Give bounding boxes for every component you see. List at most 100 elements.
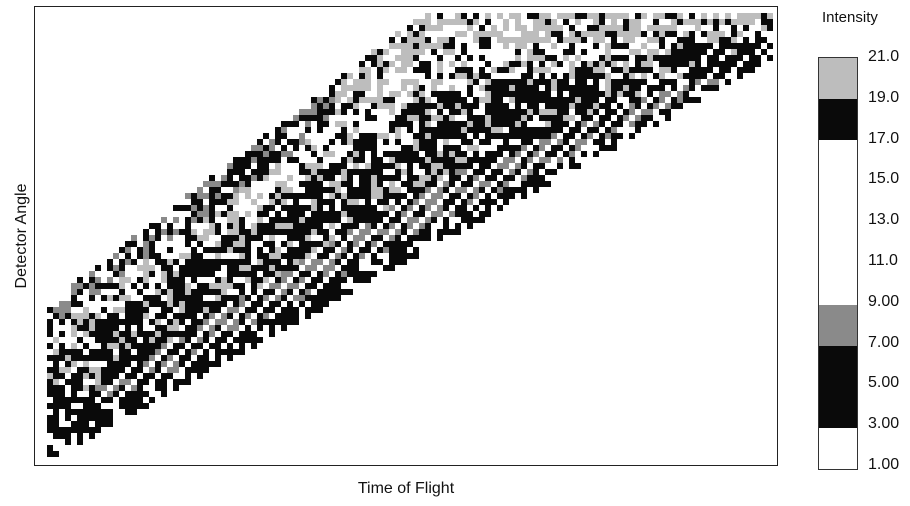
colorbar-tick-label: 5.00: [868, 374, 900, 392]
heatmap-cell: [149, 271, 155, 277]
heatmap-cell: [431, 79, 437, 85]
heatmap-cell: [761, 61, 767, 67]
heatmap-cell: [575, 157, 581, 163]
heatmap-cell: [269, 217, 275, 223]
heatmap-cell: [581, 49, 587, 55]
heatmap-cell: [473, 19, 479, 25]
heatmap-cell: [185, 307, 191, 313]
heatmap-cell: [269, 157, 275, 163]
heatmap-cell: [287, 265, 293, 271]
heatmap-cell: [503, 55, 509, 61]
heatmap-cell: [389, 139, 395, 145]
heatmap-cell: [245, 259, 251, 265]
colorbar-segment: [819, 345, 857, 428]
heatmap-cell: [431, 13, 437, 19]
heatmap-cell: [257, 139, 263, 145]
heatmap-cell: [563, 85, 569, 91]
heatmap-cell: [251, 265, 257, 271]
heatmap-cell: [533, 61, 539, 67]
heatmap-cell: [95, 427, 101, 433]
heatmap-cell: [593, 25, 599, 31]
heatmap-cell: [593, 103, 599, 109]
heatmap-cell: [503, 61, 509, 67]
heatmap-cell: [377, 115, 383, 121]
heatmap-cell: [665, 79, 671, 85]
heatmap-cell: [221, 187, 227, 193]
heatmap-cell: [341, 79, 347, 85]
heatmap-cell: [569, 151, 575, 157]
heatmap-cell: [185, 349, 191, 355]
heatmap-cell: [113, 337, 119, 343]
heatmap-cell: [533, 13, 539, 19]
heatmap-cell: [341, 187, 347, 193]
heatmap-cell: [695, 37, 701, 43]
heatmap-cell: [653, 61, 659, 67]
heatmap-cell: [743, 13, 749, 19]
heatmap-cell: [77, 409, 83, 415]
heatmap-cell: [431, 133, 437, 139]
heatmap-cell: [503, 187, 509, 193]
heatmap-cell: [59, 445, 65, 451]
heatmap-cell: [581, 67, 587, 73]
heatmap-cell: [359, 223, 365, 229]
heatmap-cell: [203, 295, 209, 301]
heatmap-cell: [539, 79, 545, 85]
heatmap-cell: [629, 127, 635, 133]
heatmap-cell: [461, 91, 467, 97]
heatmap-cell: [473, 85, 479, 91]
heatmap-cell: [653, 121, 659, 127]
heatmap-cell: [359, 121, 365, 127]
heatmap-cell: [299, 229, 305, 235]
heatmap-cell: [383, 139, 389, 145]
heatmap-cell: [221, 205, 227, 211]
heatmap-cell: [371, 121, 377, 127]
heatmap-cell: [299, 259, 305, 265]
heatmap-cell: [287, 313, 293, 319]
heatmap-cell: [467, 115, 473, 121]
heatmap-cell: [395, 181, 401, 187]
heatmap-cell: [437, 217, 443, 223]
heatmap-cell: [761, 49, 767, 55]
heatmap-cell: [401, 55, 407, 61]
heatmap-cell: [293, 223, 299, 229]
heatmap-cell: [593, 145, 599, 151]
heatmap-cell: [197, 259, 203, 265]
heatmap-cell: [329, 193, 335, 199]
heatmap-cell: [53, 313, 59, 319]
heatmap-cell: [611, 49, 617, 55]
heatmap-cell: [461, 157, 467, 163]
heatmap-cell: [347, 265, 353, 271]
heatmap-cell: [647, 67, 653, 73]
heatmap-cell: [623, 115, 629, 121]
heatmap-cell: [611, 103, 617, 109]
heatmap-cell: [425, 109, 431, 115]
heatmap-cell: [251, 337, 257, 343]
heatmap-cell: [677, 19, 683, 25]
heatmap-cell: [203, 313, 209, 319]
heatmap-cell: [125, 349, 131, 355]
heatmap-cell: [311, 145, 317, 151]
heatmap-cell: [149, 283, 155, 289]
heatmap-cell: [545, 175, 551, 181]
heatmap-cell: [95, 343, 101, 349]
heatmap-cell: [329, 91, 335, 97]
heatmap-cell: [533, 127, 539, 133]
heatmap-cell: [413, 133, 419, 139]
heatmap-cell: [305, 277, 311, 283]
heatmap-cell: [479, 91, 485, 97]
heatmap-cell: [425, 91, 431, 97]
heatmap-cell: [239, 217, 245, 223]
heatmap-cell: [509, 55, 515, 61]
heatmap-cell: [113, 325, 119, 331]
heatmap-cell: [155, 373, 161, 379]
heatmap-cell: [209, 181, 215, 187]
heatmap-cell: [83, 325, 89, 331]
heatmap-cell: [221, 217, 227, 223]
heatmap-cell: [47, 439, 53, 445]
heatmap-cell: [419, 151, 425, 157]
heatmap-cell: [515, 67, 521, 73]
heatmap-cell: [143, 283, 149, 289]
heatmap-cell: [467, 67, 473, 73]
heatmap-cell: [353, 169, 359, 175]
heatmap-cell: [569, 55, 575, 61]
